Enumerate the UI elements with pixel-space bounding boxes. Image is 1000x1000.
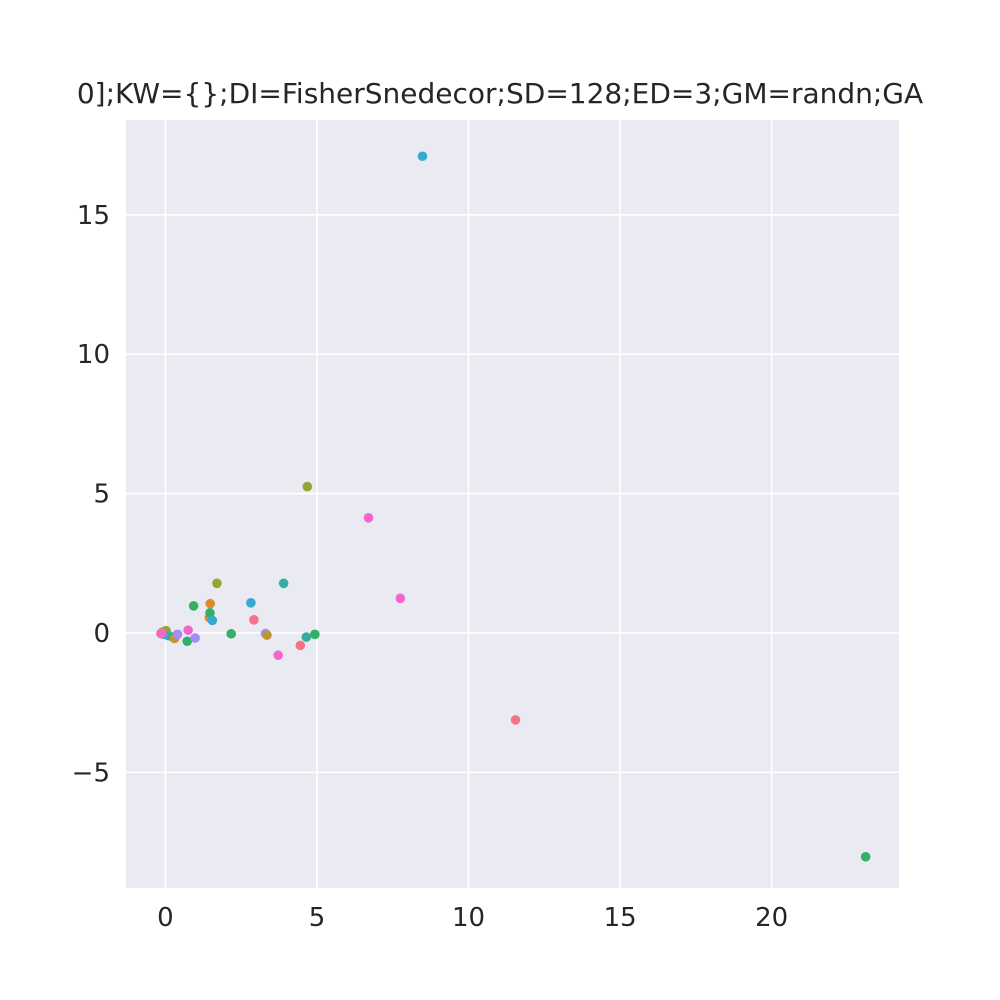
x-tick-label: 20: [755, 903, 788, 933]
x-axis-ticks: 0 5 10 15 20: [157, 903, 788, 933]
data-point: [207, 615, 218, 626]
y-tick-label: 0: [93, 619, 110, 649]
data-point: [301, 632, 312, 642]
x-tick-label: 10: [452, 903, 485, 933]
x-tick-label: 15: [604, 903, 637, 933]
data-point: [205, 608, 215, 618]
data-point: [190, 633, 200, 643]
x-tick-label: 0: [157, 903, 174, 933]
grid-lines: [126, 120, 899, 888]
data-point: [278, 578, 289, 589]
data-point: [249, 615, 259, 625]
data-point: [310, 629, 320, 640]
y-tick-label: −5: [72, 758, 110, 788]
data-point: [395, 593, 406, 604]
y-tick-label: 15: [77, 201, 110, 231]
data-point: [182, 636, 193, 647]
y-axis-ticks: −5 0 5 10 15: [72, 201, 110, 789]
data-point: [273, 650, 283, 661]
data-point: [302, 481, 313, 492]
data-point: [262, 630, 272, 640]
data-point: [295, 640, 306, 651]
data-point: [183, 625, 193, 635]
data-point: [246, 598, 256, 608]
chart-title: 0];KW={};DI=FisherSnedecor;SD=128;ED=3;G…: [77, 77, 923, 110]
data-point: [156, 628, 167, 639]
data-point: [860, 851, 871, 862]
data-points: [156, 151, 871, 862]
y-tick-label: 10: [77, 340, 110, 370]
x-tick-label: 5: [309, 903, 326, 933]
data-point: [188, 601, 199, 611]
data-point: [226, 628, 236, 639]
data-point: [205, 598, 216, 609]
y-tick-label: 5: [93, 480, 110, 510]
data-point: [510, 715, 521, 725]
data-point: [212, 578, 222, 589]
data-point: [363, 512, 374, 523]
data-point: [172, 629, 183, 640]
plot-area: [126, 120, 899, 888]
data-point: [417, 151, 428, 162]
